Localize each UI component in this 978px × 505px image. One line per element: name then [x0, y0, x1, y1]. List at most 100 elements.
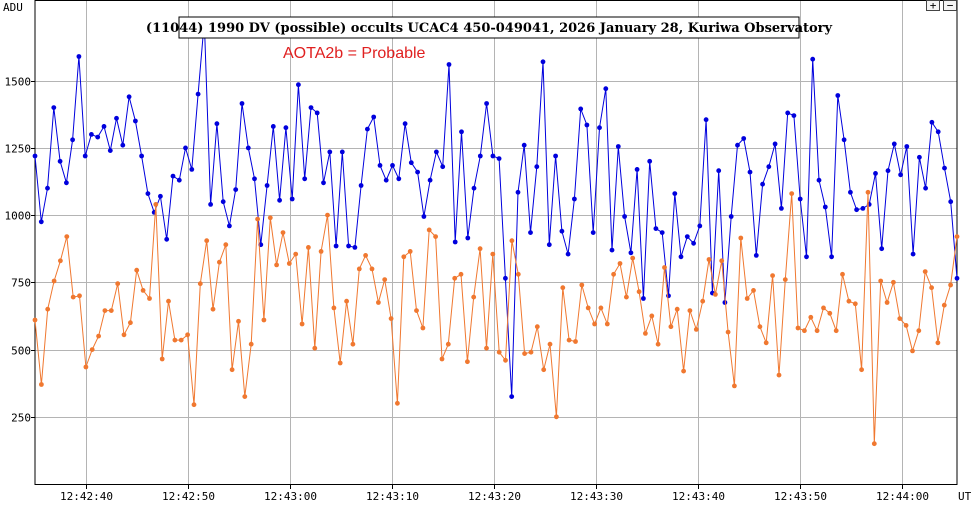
comparison-data-point [414, 308, 419, 313]
target-data-point [383, 177, 389, 183]
comparison-data-point [840, 271, 845, 277]
target-data-point [678, 254, 684, 260]
target-data-point [891, 141, 897, 147]
target-data-point [948, 199, 954, 205]
target-data-point [873, 171, 878, 176]
comparison-data-point [643, 331, 648, 336]
x-axis-unit: UT [958, 490, 972, 503]
comparison-data-point [121, 332, 127, 338]
zoom-out-button[interactable]: − [943, 0, 957, 11]
y-tick-label: 500 [11, 345, 31, 358]
comparison-data-point [763, 340, 769, 346]
target-data-point [822, 204, 828, 210]
target-data-point [120, 142, 126, 148]
comparison-data-point [592, 321, 597, 327]
target-data-point [415, 169, 420, 175]
target-data-point [45, 185, 50, 191]
target-data-point [684, 234, 690, 240]
target-data-point [653, 226, 659, 232]
comparison-data-point [45, 306, 51, 312]
comparison-data-point [757, 324, 763, 330]
comparison-data-point [395, 400, 400, 406]
comparison-data-point [401, 254, 407, 260]
comparison-data-point [732, 383, 737, 389]
comparison-data-point [948, 282, 953, 288]
target-data-point [879, 246, 885, 252]
target-data-point [572, 196, 577, 202]
target-data-point [785, 110, 791, 116]
x-tick-label: 12:42:50 [162, 490, 215, 503]
x-tick-label: 12:42:40 [60, 490, 113, 503]
comparison-data-point [39, 382, 44, 387]
comparison-data-point [604, 321, 610, 327]
comparison-data-point [802, 328, 807, 334]
comparison-data-point [910, 348, 915, 354]
target-data-point [339, 149, 345, 155]
target-data-point [860, 206, 866, 211]
target-data-point [854, 207, 859, 213]
target-data-point [477, 153, 483, 159]
comparison-data-point [204, 238, 210, 244]
comparison-data-point [744, 296, 750, 301]
target-data-point [377, 163, 383, 168]
comparison-data-point [719, 258, 725, 264]
target-data-point [603, 86, 609, 92]
comparison-data-point [922, 269, 928, 274]
comparison-data-point [331, 305, 337, 311]
x-tick-label: 12:43:50 [774, 490, 827, 503]
comparison-data-point [477, 246, 483, 252]
comparison-data-point [344, 298, 349, 304]
target-data-point [910, 251, 916, 257]
comparison-data-point [236, 318, 241, 324]
target-data-point [553, 153, 558, 159]
target-data-point [615, 144, 621, 149]
target-data-point [597, 125, 602, 131]
comparison-data-point [560, 285, 566, 291]
target-data-point [214, 121, 220, 127]
target-data-point [722, 300, 728, 305]
comparison-data-point [547, 341, 553, 347]
comparison-data-point [178, 337, 184, 343]
target-data-point [296, 82, 301, 88]
comparison-data-point [51, 278, 57, 284]
comparison-data-point [242, 394, 248, 399]
target-data-point [452, 239, 458, 245]
comparison-data-point [159, 356, 165, 362]
comparison-data-point [96, 333, 101, 339]
x-tick-label: 12:43:10 [366, 490, 419, 503]
target-data-point [358, 183, 364, 188]
comparison-data-point [846, 298, 852, 304]
comparison-data-point [32, 317, 38, 323]
comparison-data-point [147, 296, 152, 301]
comparison-data-point [617, 261, 623, 266]
target-series [32, 19, 960, 399]
target-data-point [829, 254, 834, 260]
comparison-data-point [903, 323, 909, 328]
comparison-data-point [554, 414, 559, 420]
comparison-data-point [255, 216, 260, 222]
comparison-series [32, 189, 960, 447]
target-data-point [283, 125, 289, 131]
comparison-data-point [713, 292, 718, 297]
comparison-data-point [655, 341, 661, 347]
comparison-data-point [534, 324, 540, 330]
comparison-data-point [363, 253, 368, 258]
comparison-data-point [929, 285, 934, 291]
target-data-point [76, 54, 82, 59]
target-data-point [427, 177, 433, 183]
comparison-data-point [299, 321, 305, 327]
comparison-data-point [579, 282, 585, 288]
x-tick-label: 12:43:40 [672, 490, 725, 503]
zoom-in-button[interactable]: + [926, 0, 940, 11]
target-data-point [797, 196, 803, 202]
comparison-data-point [458, 271, 464, 277]
target-data-point [38, 219, 44, 225]
target-data-point [89, 132, 94, 137]
y-axis-ticks: 250 500 750 1000 1250 1500 [5, 76, 35, 425]
y-tick-label: 1500 [5, 76, 32, 89]
target-data-point [917, 154, 922, 160]
target-data-point [252, 176, 257, 182]
comparison-data-point [884, 300, 890, 305]
comparison-data-point [865, 189, 871, 195]
